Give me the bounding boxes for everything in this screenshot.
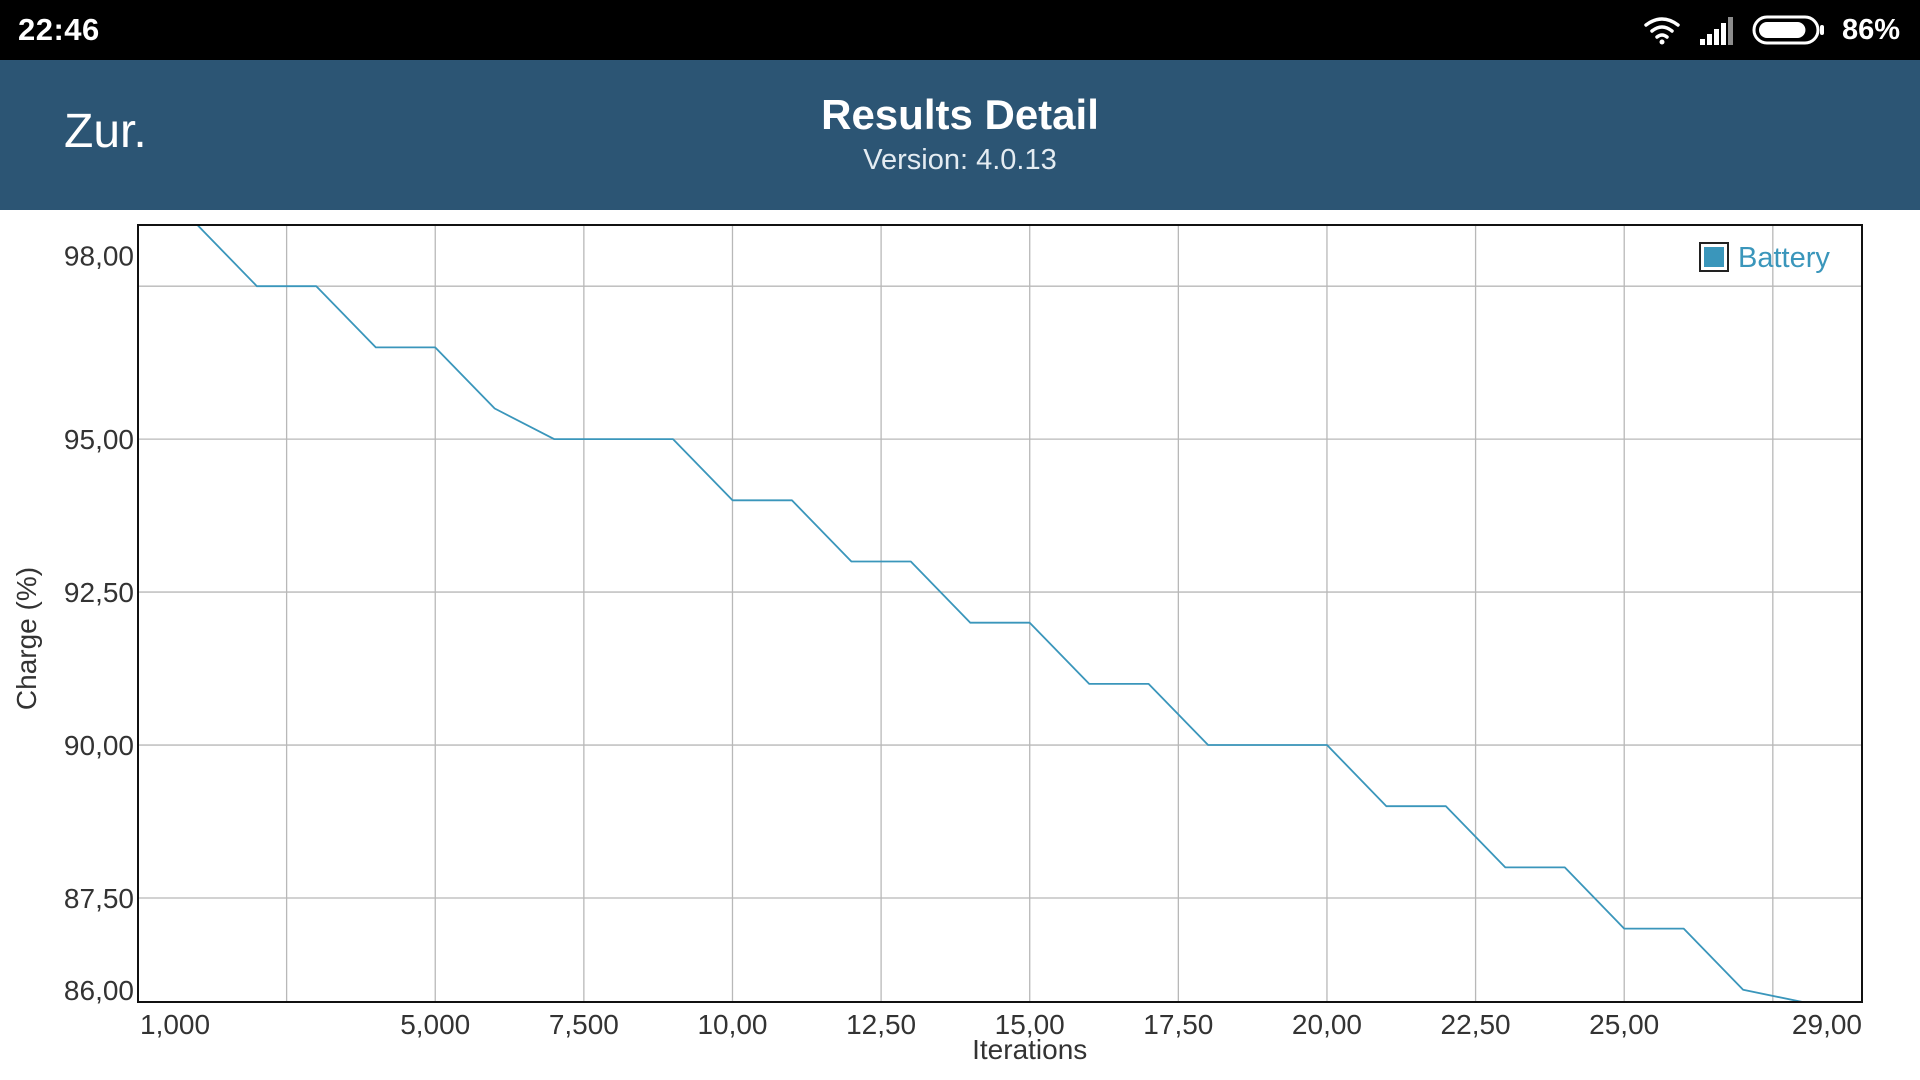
x-axis-label: Iterations — [972, 1034, 1087, 1065]
legend-label: Battery — [1738, 242, 1830, 274]
app-bar: Zur. Results Detail Version: 4.0.13 — [0, 60, 1920, 210]
y-tick-label: 86,00 — [64, 975, 134, 1006]
title-block: Results Detail Version: 4.0.13 — [0, 90, 1920, 180]
x-tick-label: 1,000 — [140, 1009, 210, 1040]
y-tick-label: 95,00 — [64, 424, 134, 455]
status-icons: 86% — [1642, 10, 1900, 50]
chart-area: 98,00 95,00 92,50 90,00 87,50 86,00 1,000 5,000… — [0, 210, 1920, 1080]
x-tick-label: 5,000 — [400, 1009, 470, 1040]
plot-border — [137, 224, 1863, 1003]
x-tick-label: 12,50 — [846, 1009, 916, 1040]
back-button[interactable]: Zur. — [64, 105, 147, 158]
x-tick-label: 7,500 — [549, 1009, 619, 1040]
x-tick-label: 20,00 — [1292, 1009, 1362, 1040]
page-title: Results Detail — [821, 91, 1099, 138]
battery-chart: 98,00 95,00 92,50 90,00 87,50 86,001,000 5,000… — [11, 224, 1863, 1065]
y-tick-label: 90,00 — [64, 730, 134, 761]
legend-swatch — [1704, 247, 1724, 267]
y-tick-label: 87,50 — [64, 883, 134, 914]
page-subtitle: Version: 4.0.13 — [863, 144, 1057, 176]
series-line-battery — [138, 225, 1862, 1002]
x-tick-label: 15,00 — [995, 1009, 1065, 1040]
wifi-icon — [1644, 17, 1680, 45]
status-bar: 22:46 86% — [0, 0, 1920, 60]
x-tick-label: 10,00 — [697, 1009, 767, 1040]
y-tick-label: 92,50 — [64, 577, 134, 608]
y-axis-label: Charge (%) — [11, 567, 42, 710]
x-tick-label: 17,50 — [1143, 1009, 1213, 1040]
status-time: 22:46 — [18, 12, 100, 47]
y-tick-label: 98,00 — [64, 241, 134, 272]
x-tick-label: 29,00 — [1792, 1009, 1862, 1040]
battery-icon — [1752, 15, 1824, 45]
x-tick-label: 22,50 — [1441, 1009, 1511, 1040]
x-tick-label: 25,00 — [1589, 1009, 1659, 1040]
battery-percent: 86% — [1841, 13, 1900, 46]
signal-icon — [1699, 17, 1733, 45]
